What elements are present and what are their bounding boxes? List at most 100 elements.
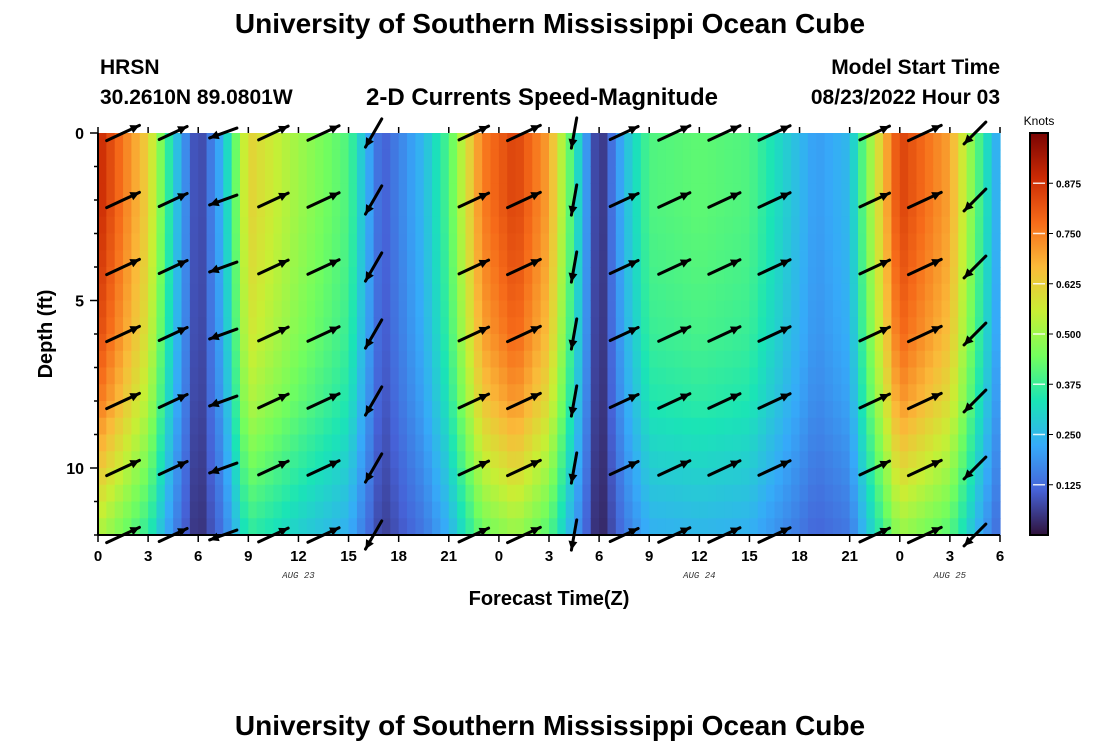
heatmap-cell	[540, 283, 550, 302]
heatmap-cell	[665, 317, 675, 335]
heatmap-cell	[774, 317, 784, 335]
heatmap-cell	[991, 283, 1001, 302]
heatmap-cell	[590, 401, 600, 419]
heatmap-cell	[624, 501, 634, 519]
heatmap-cell	[356, 200, 366, 218]
heatmap-cell	[340, 267, 350, 285]
heatmap-cell	[214, 350, 224, 369]
heatmap-cell	[640, 451, 650, 469]
heatmap-cell	[206, 133, 216, 151]
vector-head	[931, 192, 942, 201]
vector-head	[209, 331, 220, 341]
heatmap-cell	[181, 233, 191, 251]
heatmap-cell	[156, 468, 166, 486]
heatmap-cell	[883, 183, 893, 201]
heatmap-cell	[707, 133, 717, 151]
heatmap-cell	[515, 133, 525, 151]
heatmap-cell	[315, 401, 325, 419]
heatmap-cell	[365, 317, 375, 335]
heatmap-cell	[306, 501, 316, 519]
heatmap-cell	[807, 233, 817, 251]
heatmap-cell	[657, 401, 667, 419]
heatmap-cell	[757, 183, 767, 201]
heatmap-cell	[858, 233, 867, 251]
heatmap-cell	[657, 501, 667, 519]
heatmap-cell	[716, 300, 725, 318]
current-vector	[363, 251, 384, 283]
heatmap-cell	[248, 216, 258, 235]
heatmap-cell	[841, 367, 851, 385]
heatmap-cell	[381, 267, 391, 285]
heatmap-cell	[916, 350, 926, 369]
heatmap-cell	[941, 200, 951, 218]
heatmap-cell	[983, 434, 993, 452]
heatmap-cell	[824, 250, 834, 268]
heatmap-cell	[816, 149, 826, 168]
heatmap-cell	[298, 350, 308, 369]
heatmap-cell	[582, 283, 592, 302]
heatmap-cell	[482, 216, 492, 235]
heatmap-cell	[908, 384, 918, 402]
heatmap-cell	[532, 417, 542, 436]
heatmap-cell	[774, 501, 784, 519]
heatmap-cell	[665, 484, 675, 503]
heatmap-cell	[164, 149, 174, 168]
heatmap-cell	[757, 417, 767, 436]
heatmap-cell	[883, 149, 893, 168]
date-label: AUG 25	[933, 571, 967, 581]
heatmap-cell	[540, 434, 550, 452]
x-tick-label: 6	[194, 548, 202, 565]
heatmap-cell	[707, 216, 717, 235]
heatmap-cell	[749, 233, 759, 251]
vector-head	[879, 192, 890, 201]
heatmap-cell	[574, 267, 584, 285]
heatmap-cell	[273, 334, 283, 352]
heatmap-cell	[549, 233, 558, 251]
heatmap-cell	[807, 250, 817, 268]
heatmap-cell	[883, 417, 893, 436]
heatmap-cell	[966, 384, 976, 402]
heatmap-cell	[498, 334, 508, 352]
heatmap-cell	[465, 350, 475, 369]
heatmap-cell	[223, 350, 233, 369]
heatmap-cell	[640, 149, 650, 168]
heatmap-cell	[390, 350, 400, 369]
heatmap-cell	[757, 317, 767, 335]
heatmap-cell	[716, 434, 725, 452]
heatmap-cell	[682, 334, 692, 352]
heatmap-cell	[741, 233, 751, 251]
heatmap-cell	[407, 317, 416, 335]
heatmap-cell	[265, 133, 274, 151]
heatmap-cell	[189, 250, 199, 268]
current-vector	[257, 191, 290, 209]
heatmap-cell	[390, 233, 400, 251]
heatmap-cell	[540, 401, 550, 419]
heatmap-cell	[574, 250, 584, 268]
heatmap-cell	[841, 384, 851, 402]
heatmap-cell	[749, 401, 759, 419]
heatmap-cell	[807, 166, 817, 184]
heatmap-cell	[114, 317, 124, 335]
heatmap-cell	[540, 183, 550, 201]
current-vector	[757, 325, 792, 343]
heatmap-cell	[732, 300, 742, 318]
heatmap-cell	[498, 417, 508, 436]
heatmap-cell	[306, 367, 316, 385]
heatmap-cell	[281, 434, 291, 452]
heatmap-cell	[156, 367, 166, 385]
heatmap-cell	[398, 468, 408, 486]
heatmap-cell	[106, 200, 116, 218]
heatmap-cell	[423, 317, 433, 335]
heatmap-cell	[649, 367, 659, 385]
heatmap-cell	[624, 216, 634, 235]
vector-head	[478, 393, 489, 402]
heatmap-cell	[440, 434, 450, 452]
heatmap-cell	[891, 518, 901, 536]
heatmap-cell	[290, 501, 300, 519]
heatmap-cell	[281, 200, 291, 218]
heatmap-cell	[799, 216, 809, 235]
heatmap-cell	[473, 518, 483, 536]
heatmap-cell	[891, 300, 901, 318]
heatmap-cell	[732, 518, 742, 536]
heatmap-cell	[139, 166, 149, 184]
